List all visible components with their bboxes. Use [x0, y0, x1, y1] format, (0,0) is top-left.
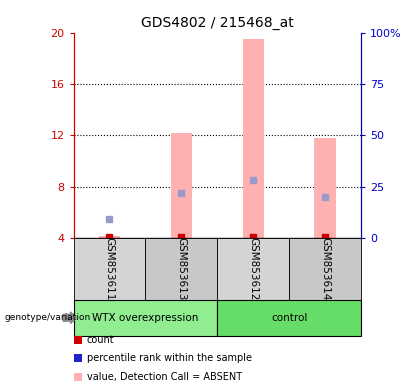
Title: GDS4802 / 215468_at: GDS4802 / 215468_at	[141, 16, 294, 30]
Bar	[289, 238, 361, 300]
Bar	[242, 39, 264, 238]
Text: GSM853611: GSM853611	[105, 237, 115, 301]
Bar	[99, 235, 120, 238]
Text: control: control	[271, 313, 307, 323]
Bar	[145, 238, 218, 300]
Text: GSM853614: GSM853614	[320, 237, 330, 301]
Text: percentile rank within the sample: percentile rank within the sample	[87, 353, 252, 363]
Bar	[218, 238, 289, 300]
Text: count: count	[87, 335, 115, 345]
Bar	[171, 133, 192, 238]
Text: value, Detection Call = ABSENT: value, Detection Call = ABSENT	[87, 372, 242, 382]
Text: GSM853613: GSM853613	[176, 237, 186, 301]
Text: genotype/variation: genotype/variation	[4, 313, 90, 322]
Text: WTX overexpression: WTX overexpression	[92, 313, 199, 323]
Text: GSM853612: GSM853612	[248, 237, 258, 301]
Bar	[74, 300, 218, 336]
Bar	[74, 238, 145, 300]
Bar	[218, 300, 361, 336]
Bar	[315, 138, 336, 238]
